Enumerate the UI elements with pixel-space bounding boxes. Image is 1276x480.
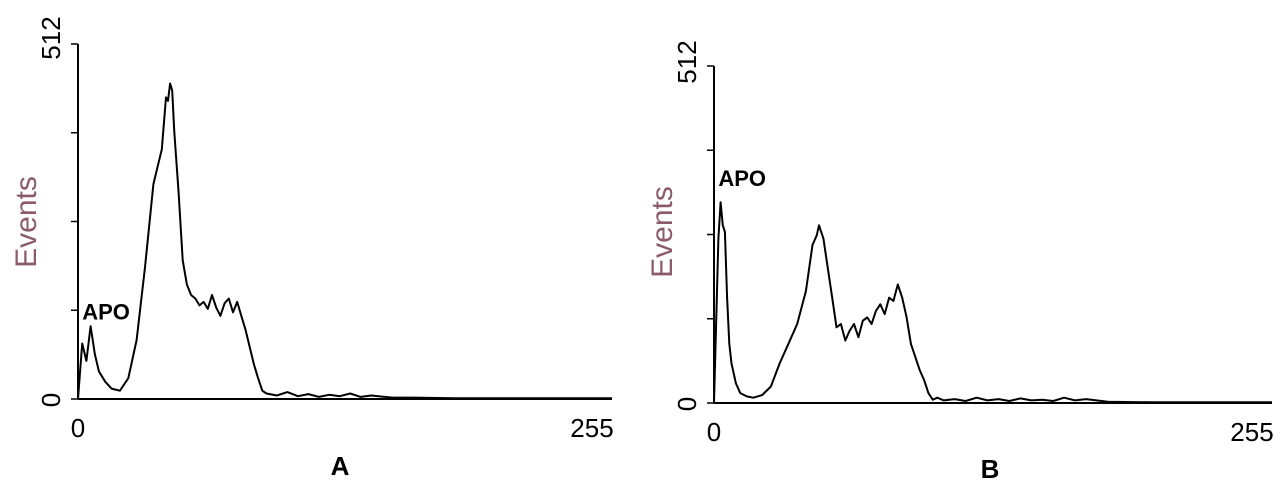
series-line [713, 201, 1272, 404]
y-tick-label-min: 0 [36, 393, 66, 407]
x-tick-label-min: 0 [71, 413, 85, 443]
apo-annotation: APO [718, 166, 766, 191]
apo-annotation: APO [82, 299, 130, 324]
chart-panel-a: Events 512 0 0 255 A APO [10, 16, 614, 480]
panel-label: A [331, 451, 350, 480]
x-tick-label-max: 255 [570, 413, 613, 443]
panel-label: B [981, 454, 1000, 480]
x-tick-label-max: 255 [1230, 417, 1273, 447]
y-tick-label-min: 0 [672, 397, 702, 411]
x-tick-label-min: 0 [707, 417, 721, 447]
chart-panel-b: Events 512 0 0 255 B APO [646, 40, 1274, 480]
y-axis-title: Events [10, 176, 43, 268]
y-tick-label-max: 512 [36, 16, 66, 59]
y-axis-title: Events [646, 186, 679, 278]
series-line [77, 82, 612, 400]
y-tick-label-max: 512 [672, 40, 702, 83]
